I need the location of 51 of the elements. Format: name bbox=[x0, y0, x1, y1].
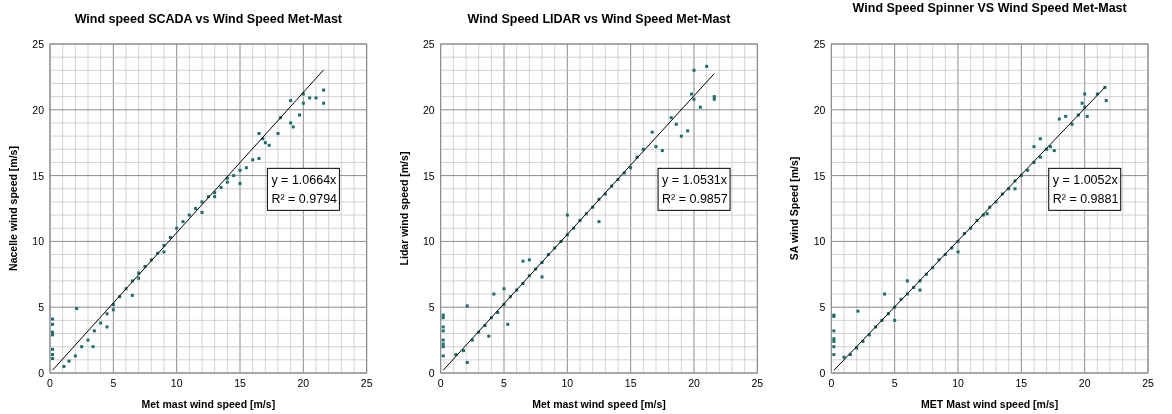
chart-title: Wind speed SCADA vs Wind Speed Met-Mast bbox=[74, 12, 343, 26]
y-tick-label: 10 bbox=[32, 235, 45, 248]
x-tick-label: 20 bbox=[688, 377, 700, 389]
y-tick-label: 20 bbox=[32, 103, 45, 116]
x-axis-title: MET Mast wind speed [m/s] bbox=[921, 398, 1059, 410]
x-tick-label: 5 bbox=[891, 377, 898, 389]
x-tick-label: 10 bbox=[561, 377, 574, 389]
y-tick-label: 20 bbox=[813, 103, 826, 116]
x-tick-label: 25 bbox=[360, 377, 373, 389]
x-tick-label: 10 bbox=[170, 377, 183, 389]
y-tick-label: 25 bbox=[422, 38, 435, 50]
y-tick-label: 0 bbox=[428, 367, 435, 379]
x-tick-label: 5 bbox=[110, 377, 117, 389]
y-tick-label: 10 bbox=[422, 235, 435, 248]
y-tick-label: 15 bbox=[32, 169, 45, 182]
x-tick-label: 0 bbox=[437, 377, 444, 389]
y-tick-label: 15 bbox=[813, 169, 826, 182]
y-axis-title: SA wind Speed [m/s] bbox=[788, 156, 801, 261]
annotation: R² = 0.9794 bbox=[271, 192, 338, 207]
y-tick-label: 25 bbox=[813, 38, 826, 50]
annotation: R² = 0.9881 bbox=[1052, 192, 1119, 207]
y-tick-label: 0 bbox=[819, 367, 826, 379]
x-tick-label: 0 bbox=[47, 377, 54, 389]
x-tick-label: 15 bbox=[234, 377, 246, 389]
y-tick-label: 5 bbox=[428, 301, 435, 314]
x-axis-title: Met mast wind speed [m/s] bbox=[141, 398, 276, 410]
y-tick-label: 25 bbox=[32, 38, 45, 50]
y-tick-label: 0 bbox=[38, 367, 45, 379]
x-tick-label: 25 bbox=[751, 377, 764, 389]
x-tick-label: 5 bbox=[501, 377, 508, 389]
annotation: y = 1.0664x bbox=[271, 173, 338, 188]
y-axis-title: Lidar wind speed [m/s] bbox=[397, 151, 410, 266]
x-tick-label: 15 bbox=[1015, 377, 1028, 389]
x-axis-title: Met mast wind speed [m/s] bbox=[532, 398, 666, 410]
annotation: y = 1.0531x bbox=[662, 173, 728, 188]
y-tick-label: 20 bbox=[422, 103, 435, 116]
x-tick-label: 25 bbox=[1142, 377, 1154, 389]
x-tick-label: 20 bbox=[1078, 377, 1091, 389]
y-tick-label: 10 bbox=[813, 235, 826, 248]
y-axis-title: Nacelle wind speed [m/s] bbox=[7, 146, 19, 271]
y-tick-label: 5 bbox=[38, 301, 45, 314]
x-tick-label: 15 bbox=[624, 377, 637, 389]
y-tick-label: 5 bbox=[819, 301, 826, 314]
chart-title: Wind Speed Spinner VS Wind Speed Met-Mast bbox=[852, 1, 1128, 15]
annotation: y = 1.0052x bbox=[1052, 173, 1119, 188]
x-tick-label: 0 bbox=[828, 377, 835, 389]
annotation: R² = 0.9857 bbox=[662, 192, 728, 207]
chart-title: Wind Speed LIDAR vs Wind Speed Met-Mast bbox=[467, 12, 732, 26]
y-tick-label: 15 bbox=[422, 169, 435, 182]
x-tick-label: 10 bbox=[952, 377, 964, 389]
x-tick-label: 20 bbox=[297, 377, 310, 389]
